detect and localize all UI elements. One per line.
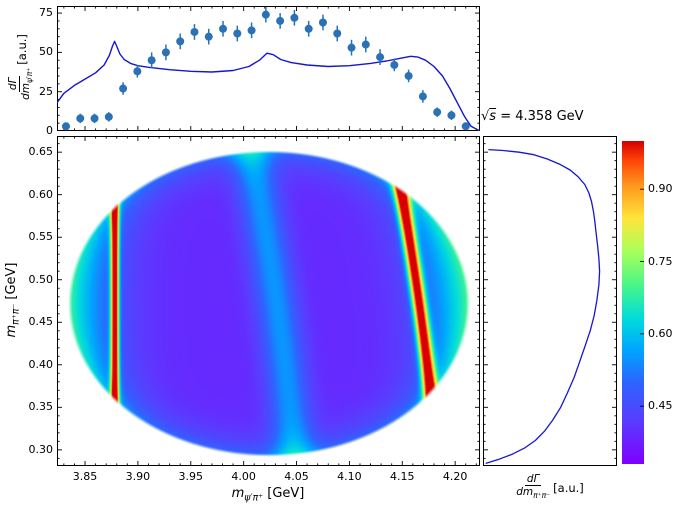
tick-label: 0.75 (648, 254, 673, 268)
tick-label: 0.90 (648, 182, 673, 196)
tick-label: 0.50 (28, 272, 54, 286)
sqrt-symbol: √ (481, 109, 490, 124)
tick-label: 75 (39, 6, 53, 20)
tick-label: 4.20 (442, 470, 468, 483)
tick-label: 3.90 (125, 470, 151, 483)
colorbar-ticks (640, 188, 644, 407)
tick-label: 4.10 (337, 470, 362, 483)
tick-label: 0.45 (648, 399, 673, 413)
sqrt-variable: s (489, 109, 497, 124)
right-projection-panel (483, 136, 617, 466)
tick-label: 0 (46, 124, 53, 137)
colorbar-gradient (622, 141, 644, 464)
tick-label: 4.00 (231, 470, 256, 483)
right-xlabel-unit: [a.u.] (553, 481, 584, 495)
tick-label: 0.45 (28, 315, 54, 329)
main-xlabel: mψ′π⁺ [GeV] (231, 486, 305, 504)
tick-label: 3.85 (72, 470, 98, 483)
tick-label: 4.15 (390, 470, 415, 483)
right-xlabel-numerator: dΓ (524, 473, 542, 487)
sqrt-value: = 4.358 GeV (496, 109, 584, 124)
tick-label: 0.30 (28, 442, 54, 456)
tick-label: 50 (39, 45, 53, 59)
tick-label: 0.60 (648, 326, 673, 340)
tick-label: 25 (39, 84, 53, 98)
tick-label: 0.35 (28, 400, 54, 414)
top-projection-panel (57, 6, 480, 131)
sqrt-s-annotation: √s = 4.358 GeV (481, 109, 584, 124)
tick-label: 0.55 (28, 230, 54, 244)
right-xlabel-denominator: dmπ⁺π⁻ (516, 486, 551, 501)
top-ylabel: dΓ dmψ′π⁺ [a.u.] (5, 12, 39, 122)
tick-label: 4.05 (284, 470, 309, 483)
dalitz-axes-ticks (57, 136, 480, 466)
right-xlabel: dΓ dmπ⁺π⁻ [a.u.] (483, 471, 617, 505)
top-projection-plot (57, 6, 480, 131)
tick-label: 3.95 (178, 470, 204, 483)
dalitz-panel (57, 136, 480, 466)
tick-label: 0.65 (28, 145, 54, 159)
dalitz-heatmap (57, 136, 480, 466)
main-ylabel: mπ⁺π⁻ [GeV] (4, 262, 22, 338)
tick-label: 0.40 (28, 357, 54, 371)
colorbar (622, 141, 644, 464)
right-xlabel-fraction: dΓ dmπ⁺π⁻ (516, 473, 550, 502)
right-projection-plot (483, 143, 617, 465)
tick-label: 0.60 (28, 187, 54, 201)
